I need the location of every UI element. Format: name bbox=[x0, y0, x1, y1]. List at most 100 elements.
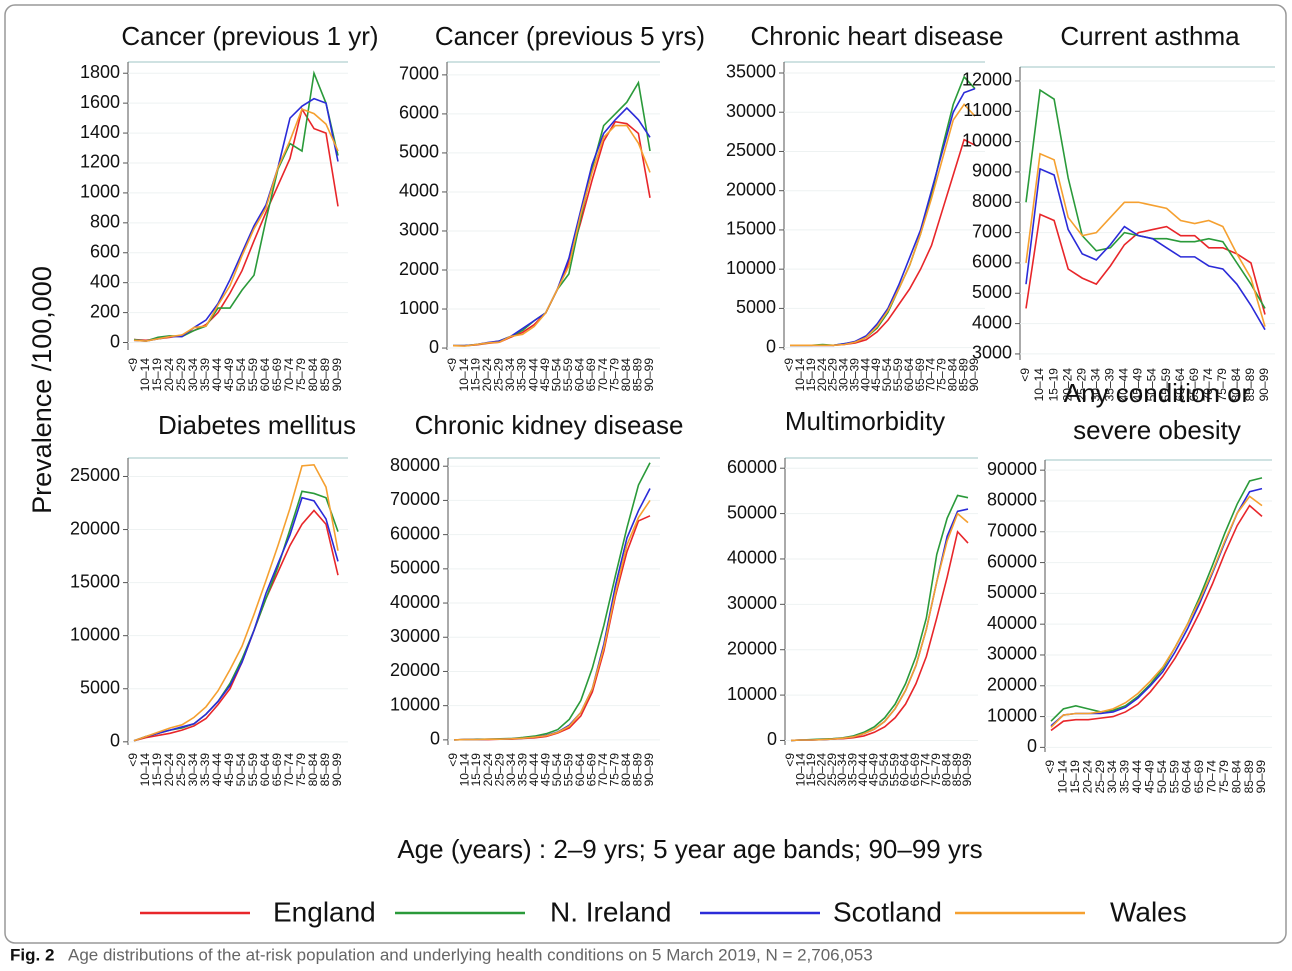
y-tick-label: 90000 bbox=[987, 459, 1037, 479]
y-tick-label: 20000 bbox=[726, 179, 776, 199]
x-tick-label: 65–69 bbox=[908, 753, 922, 787]
x-tick-label: 80–84 bbox=[619, 358, 633, 392]
y-tick-label: 2000 bbox=[399, 259, 439, 279]
x-tick-label: <9 bbox=[445, 358, 459, 372]
x-tick-label: 20–24 bbox=[1080, 760, 1094, 794]
y-tick-label: 70000 bbox=[987, 521, 1037, 541]
y-tick-label: 12000 bbox=[962, 70, 1012, 90]
x-tick-label: 25–29 bbox=[1074, 368, 1088, 402]
y-tick-label: 7000 bbox=[399, 64, 439, 84]
x-tick-label: 85–89 bbox=[1242, 760, 1256, 794]
series-line bbox=[133, 97, 339, 342]
legend-label: N. Ireland bbox=[550, 896, 671, 927]
y-tick-label: 10000 bbox=[727, 684, 777, 704]
series-line bbox=[790, 512, 969, 742]
x-tick-label: 60–64 bbox=[1173, 368, 1187, 402]
x-tick-label: 90–99 bbox=[642, 753, 656, 787]
x-tick-label: 70–74 bbox=[596, 358, 610, 392]
x-tick-label: 80–84 bbox=[1229, 760, 1243, 794]
y-tick-label: 1600 bbox=[80, 92, 120, 112]
chart-title: Chronic heart disease bbox=[751, 21, 1004, 51]
y-tick-label: 35000 bbox=[726, 62, 776, 82]
x-tick-label: 85–89 bbox=[318, 753, 332, 787]
y-tick-label: 1400 bbox=[80, 122, 120, 142]
y-tick-label: 200 bbox=[90, 301, 120, 321]
x-tick-label: 90–99 bbox=[1257, 368, 1271, 402]
x-axis-label: Age (years) : 2–9 yrs; 5 year age bands;… bbox=[397, 834, 982, 864]
series-line bbox=[790, 75, 976, 347]
x-tick-label: <9 bbox=[126, 358, 140, 372]
x-tick-label: 20–24 bbox=[162, 358, 176, 392]
x-tick-label: 75–79 bbox=[1215, 368, 1229, 402]
x-tick-label: 50–54 bbox=[234, 358, 248, 392]
series-line bbox=[453, 462, 651, 741]
x-tick-label: 40–44 bbox=[210, 753, 224, 787]
x-tick-label: 70–74 bbox=[919, 753, 933, 787]
series-line bbox=[1025, 213, 1266, 315]
x-tick-label: 75–79 bbox=[294, 753, 308, 787]
x-tick-label: 10–14 bbox=[794, 753, 808, 787]
y-tick-label: 20000 bbox=[987, 675, 1037, 695]
y-tick-label: 30000 bbox=[727, 593, 777, 613]
x-tick-label: 70–74 bbox=[596, 753, 610, 787]
y-tick-label: 5000 bbox=[736, 297, 776, 317]
series-line bbox=[790, 508, 969, 742]
x-tick-label: 15–19 bbox=[468, 358, 482, 392]
y-tick-label: 11000 bbox=[963, 100, 1012, 120]
x-tick-label: 55–59 bbox=[1167, 760, 1181, 794]
y-tick-label: 3000 bbox=[399, 220, 439, 240]
x-tick-label: 80–84 bbox=[939, 753, 953, 787]
x-tick-label: 10–14 bbox=[1032, 368, 1046, 402]
y-tick-label: 0 bbox=[429, 337, 439, 357]
x-tick-label: 45–49 bbox=[538, 753, 552, 787]
y-tick-label: 25000 bbox=[726, 140, 776, 160]
x-tick-label: 55–59 bbox=[561, 753, 575, 787]
x-tick-label: 15–19 bbox=[150, 753, 164, 787]
x-tick-label: 85–89 bbox=[950, 753, 964, 787]
x-tick-label: 40–44 bbox=[856, 753, 870, 787]
x-tick-label: 90–99 bbox=[330, 753, 344, 787]
y-tick-label: 30000 bbox=[987, 644, 1037, 664]
y-tick-label: 4000 bbox=[399, 181, 439, 201]
y-tick-label: 20000 bbox=[390, 660, 440, 680]
x-tick-label: 40–44 bbox=[210, 358, 224, 392]
x-tick-label: 50–54 bbox=[1155, 760, 1169, 794]
chart-title: Multimorbidity bbox=[785, 406, 945, 436]
y-tick-label: 10000 bbox=[962, 130, 1012, 150]
x-tick-label: 50–54 bbox=[234, 753, 248, 787]
x-tick-label: 35–39 bbox=[515, 753, 529, 787]
series-line bbox=[1050, 504, 1263, 732]
y-tick-label: 6000 bbox=[399, 103, 439, 123]
x-tick-label: 65–69 bbox=[270, 358, 284, 392]
y-tick-label: 1200 bbox=[80, 152, 120, 172]
x-tick-label: 60–64 bbox=[902, 358, 916, 392]
y-tick-label: 60000 bbox=[727, 457, 777, 477]
series-line bbox=[133, 509, 339, 742]
y-tick-label: 15000 bbox=[70, 571, 120, 591]
y-tick-label: 40000 bbox=[390, 592, 440, 612]
x-tick-label: 30–34 bbox=[186, 358, 200, 392]
x-tick-label: 80–84 bbox=[1229, 368, 1243, 402]
x-tick-label: 80–84 bbox=[619, 753, 633, 787]
x-tick-label: 10–14 bbox=[1056, 760, 1070, 794]
legend-label: Wales bbox=[1110, 896, 1187, 927]
x-tick-label: 50–54 bbox=[1145, 368, 1159, 402]
x-tick-label: 50–54 bbox=[877, 753, 891, 787]
x-tick-label: 10–14 bbox=[457, 358, 471, 392]
x-tick-label: 85–89 bbox=[1243, 368, 1257, 402]
y-tick-label: 10000 bbox=[390, 694, 440, 714]
x-tick-label: 70–74 bbox=[924, 358, 938, 392]
y-tick-label: 10000 bbox=[987, 705, 1037, 725]
x-tick-label: <9 bbox=[126, 753, 140, 767]
x-tick-label: 70–74 bbox=[282, 753, 296, 787]
series-line bbox=[1050, 477, 1263, 722]
x-tick-label: 15–19 bbox=[804, 753, 818, 787]
x-tick-label: 65–69 bbox=[913, 358, 927, 392]
x-tick-label: 10–14 bbox=[138, 753, 152, 787]
y-tick-label: 1000 bbox=[399, 298, 439, 318]
x-tick-label: 30–34 bbox=[503, 358, 517, 392]
y-tick-label: 5000 bbox=[972, 282, 1012, 302]
x-tick-label: 40–44 bbox=[858, 358, 872, 392]
x-tick-label: 15–19 bbox=[469, 753, 483, 787]
